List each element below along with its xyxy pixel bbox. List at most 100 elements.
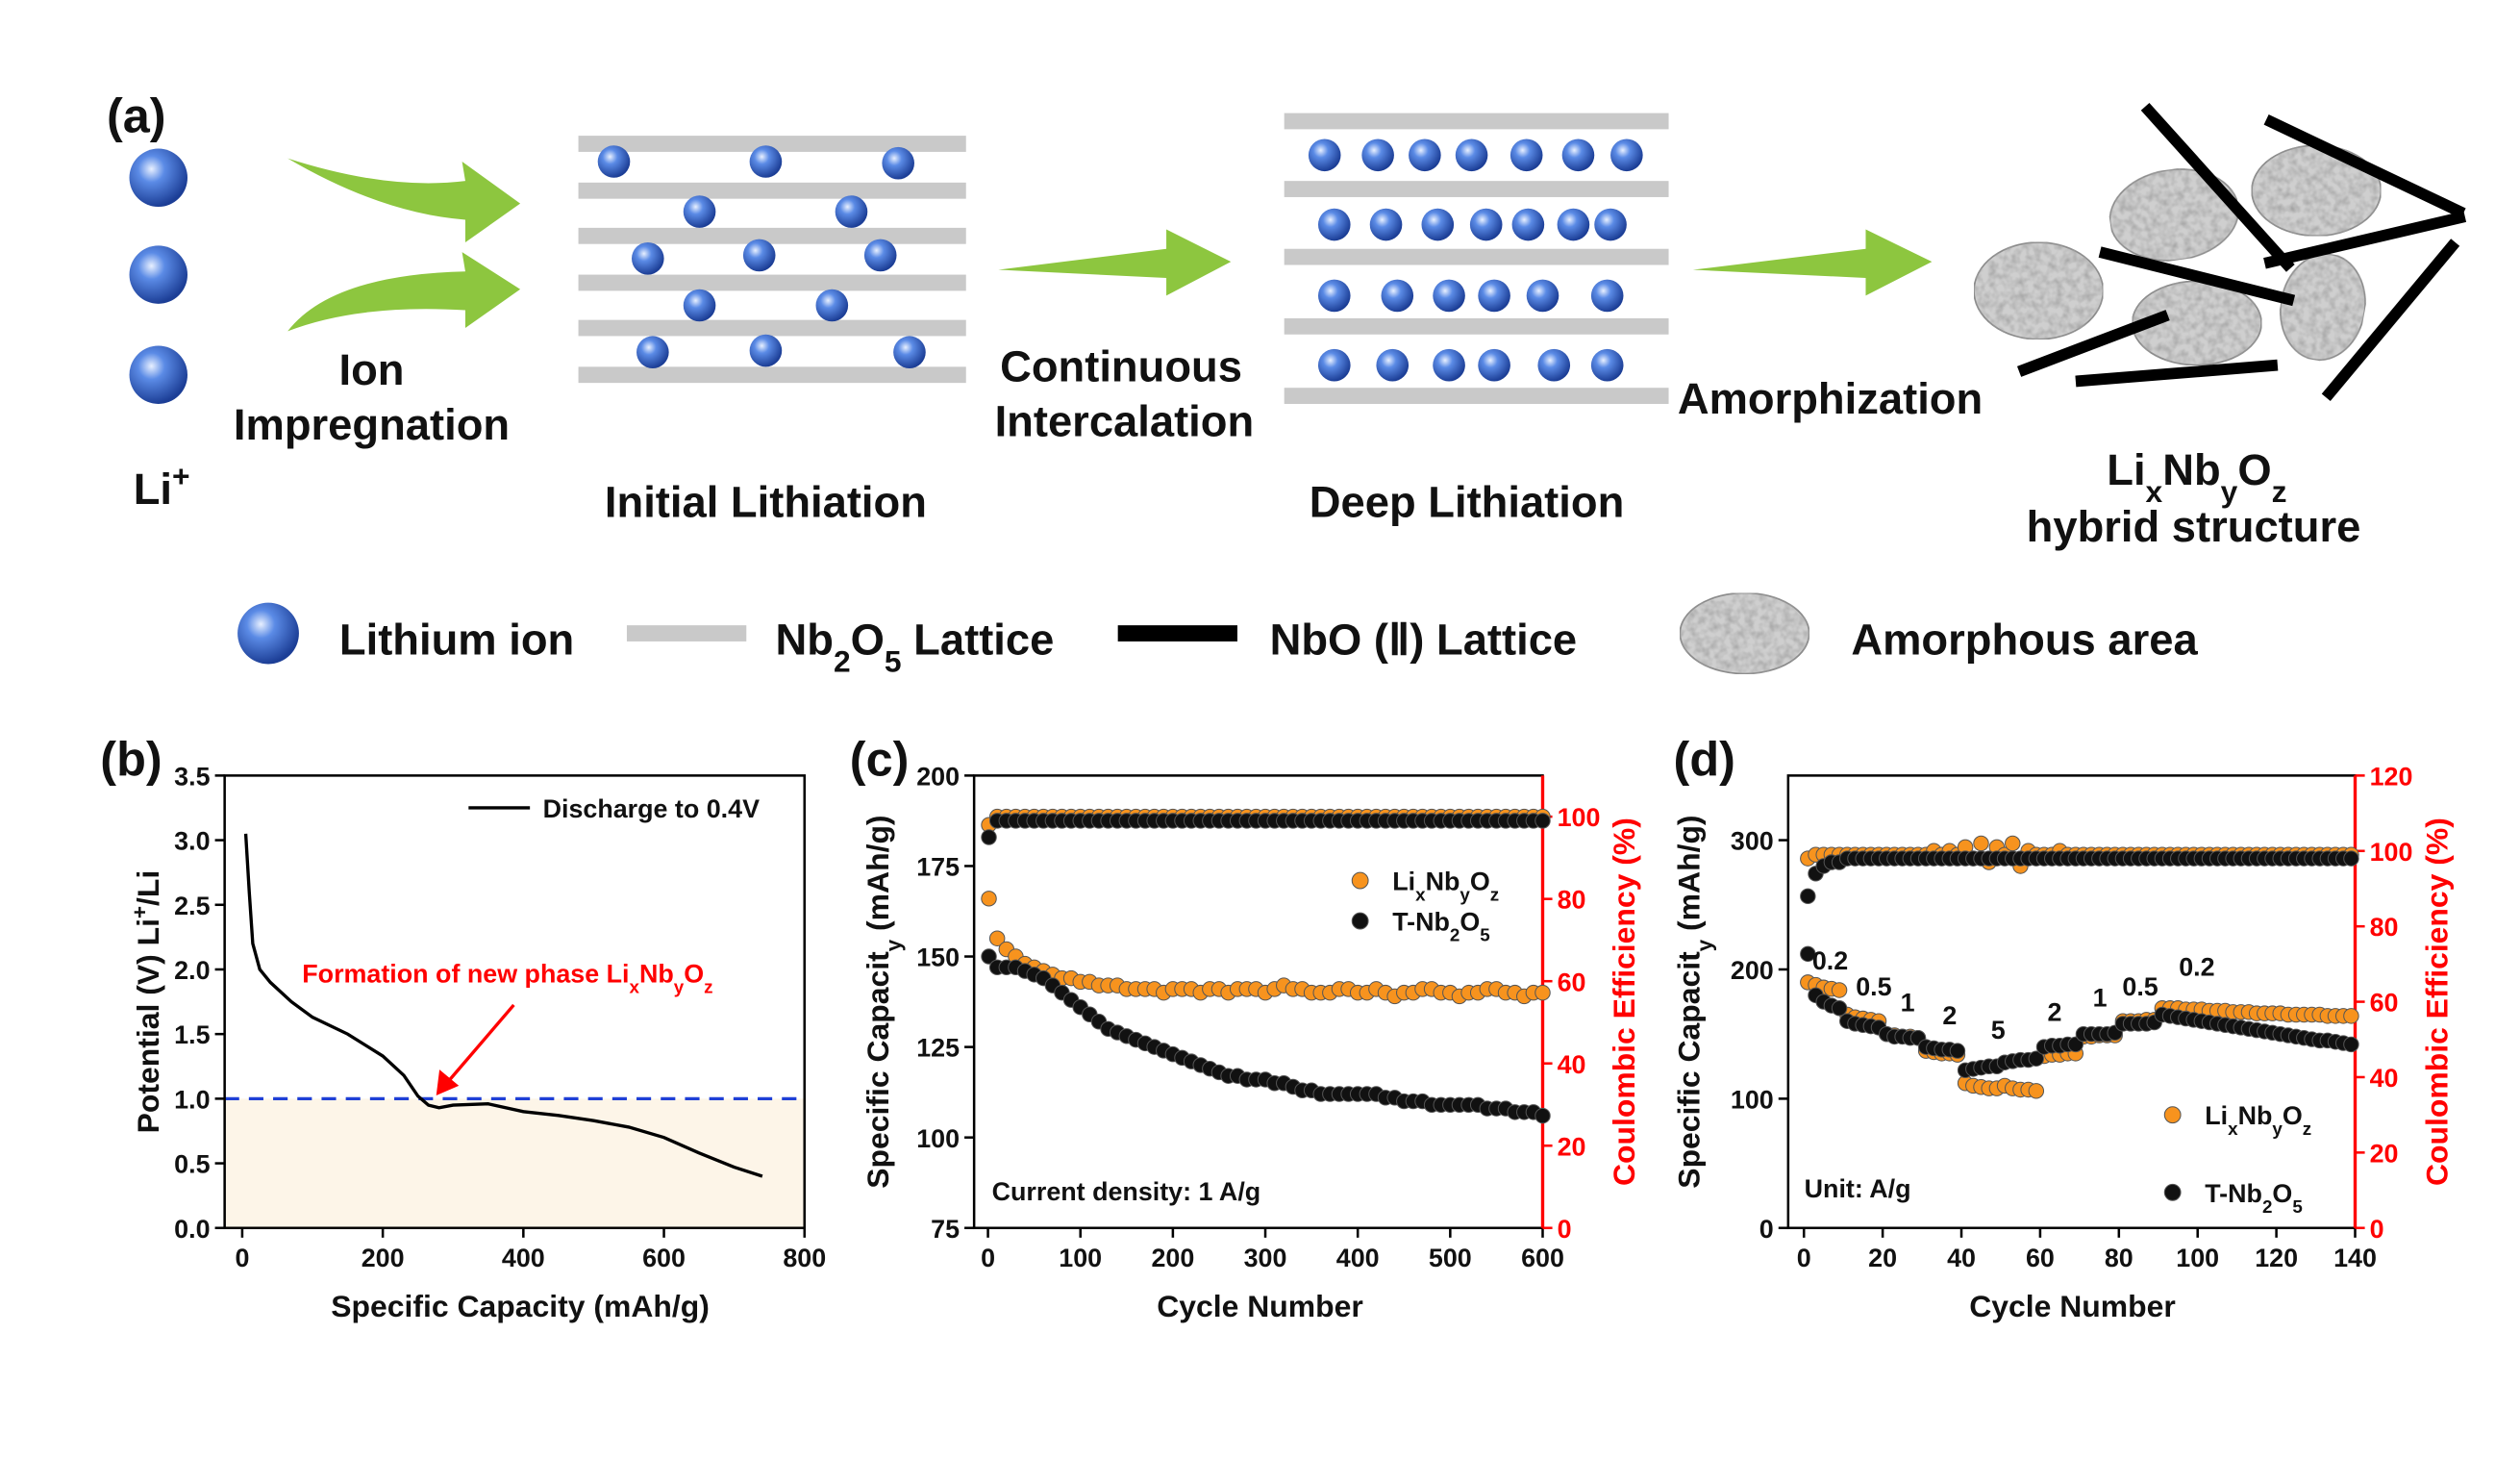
text-run: 5	[885, 643, 902, 678]
text-run: 2	[1450, 924, 1460, 944]
nbo-lattice	[2016, 310, 2170, 377]
x-tick-label: 60	[2026, 1244, 2055, 1272]
note: Unit: A/g	[1805, 1174, 1911, 1203]
text-run: x	[630, 976, 640, 996]
x-tick-label: 100	[1059, 1244, 1102, 1272]
text-run: Nb	[2238, 1101, 2273, 1130]
step-label: Continuous	[1000, 341, 1242, 390]
lithium-ion	[893, 336, 926, 369]
text-run: x	[1415, 884, 1426, 904]
stage-label: Initial Lithiation	[605, 478, 927, 527]
text-run: O	[684, 959, 704, 988]
chart: 0 100 200 300 400 500 600 75 100 125 150 175 200 0 20 4…	[850, 731, 1641, 1323]
y2-tick-label: 80	[2370, 913, 2399, 942]
lithium-ion	[1317, 279, 1351, 313]
product-label: LixNbyOz	[2107, 445, 2286, 509]
lithium-ion	[863, 239, 897, 272]
nb2o5-lattice	[578, 366, 966, 384]
marker	[981, 948, 997, 965]
lithium-ion	[1433, 348, 1465, 382]
y-tick-label: 1.5	[174, 1020, 210, 1049]
y2-tick-label: 0	[1558, 1215, 1572, 1244]
step-label: Impregnation	[234, 400, 510, 449]
nbo-lattice	[2075, 359, 2279, 388]
lithium-ion	[1433, 279, 1465, 313]
lithium-ion	[1511, 208, 1545, 241]
nb2o5-lattice	[626, 625, 747, 641]
x-axis-label: Specific Capacity (mAh/g)	[331, 1289, 710, 1323]
x-tick-label: 120	[2255, 1244, 2298, 1272]
x-tick-label: 800	[783, 1244, 826, 1272]
step-label: Intercalation	[995, 397, 1255, 446]
lithium-ion	[1369, 208, 1403, 241]
x-tick-label: 500	[1429, 1244, 1472, 1272]
lithium-ion	[1361, 138, 1394, 172]
lithium-ion	[1469, 208, 1503, 241]
text-run: y	[2221, 474, 2238, 509]
lithium-ion	[129, 245, 188, 304]
x-axis-label: Cycle Number	[1969, 1289, 2176, 1323]
y-tick-label: 175	[916, 853, 960, 882]
panel-label: (a)	[107, 88, 166, 143]
charts: 0 200 400 600 8000.00.51.01.52.02.53.03.5Spe…	[100, 731, 2454, 1323]
y2-tick-label: 40	[1558, 1050, 1586, 1079]
y2-tick-label: 20	[1558, 1132, 1586, 1161]
lithium-ion	[742, 239, 776, 272]
x-tick-label: 200	[362, 1244, 405, 1272]
line	[243, 833, 763, 1178]
text-run: y	[1692, 939, 1716, 951]
diagram	[129, 102, 2467, 675]
lithium-ion	[1308, 138, 1341, 172]
rate-label: 0.5	[1856, 972, 1891, 1001]
rate-label: 0.5	[2122, 972, 2158, 1001]
y-tick-label: 75	[931, 1215, 960, 1244]
lithium-ion	[631, 241, 664, 275]
text-run: z	[2303, 1119, 2311, 1139]
marker	[1831, 982, 1848, 998]
text-run: O	[851, 615, 885, 664]
lithium-ion	[1590, 279, 1624, 313]
arrow	[287, 252, 521, 332]
lithium-ion	[1478, 279, 1510, 313]
text-run: 2	[834, 643, 851, 678]
lithium-ion	[1317, 208, 1351, 241]
nb2o5-lattice	[1284, 181, 1669, 197]
y2-tick-label: 120	[2370, 762, 2413, 791]
lithium-ion	[1590, 348, 1624, 382]
y-tick-label: 1.0	[174, 1085, 210, 1114]
text-run: z	[1490, 884, 1499, 904]
arrow	[287, 158, 521, 242]
marker	[1973, 835, 1989, 852]
text-run: Li	[134, 465, 172, 514]
y2-axis-label: Coulombic Efficiency (%)	[1607, 818, 1641, 1186]
nbo-lattice	[2263, 211, 2467, 269]
marker	[988, 930, 1006, 946]
marker	[2005, 835, 2021, 852]
lithium-ion	[1376, 348, 1410, 382]
legend-label: Nb2O5 Lattice	[776, 615, 1055, 678]
y-tick-label: 2.0	[174, 956, 210, 985]
lithium-ion	[1317, 348, 1351, 382]
text-run: z	[2272, 474, 2287, 509]
marker	[981, 891, 997, 907]
text-run: Specific Capacit	[1671, 951, 1706, 1189]
x-tick-label: 600	[642, 1244, 686, 1272]
lithium-ion	[129, 345, 188, 404]
legend-label: Amorphous area	[1851, 615, 2198, 664]
chart: 0 20 40 60 80 100 120 1400100200300020406080100…	[1671, 731, 2454, 1323]
rate-label: 0.2	[1812, 946, 1848, 975]
text-run: x	[2228, 1119, 2238, 1139]
x-tick-label: 300	[1244, 1244, 1287, 1272]
x-tick-label: 80	[2105, 1244, 2133, 1272]
nb2o5-lattice	[578, 182, 966, 199]
arrow	[1692, 229, 1933, 296]
marker	[1800, 888, 1816, 905]
marker	[2343, 850, 2359, 867]
arrow	[998, 229, 1232, 296]
legend-swatch	[1351, 912, 1369, 930]
text-run: y	[2272, 1119, 2283, 1139]
x-tick-label: 0	[1797, 1244, 1811, 1272]
x-tick-label: 400	[502, 1244, 545, 1272]
marker	[2028, 1083, 2045, 1099]
nb2o5-lattice	[1284, 113, 1669, 130]
